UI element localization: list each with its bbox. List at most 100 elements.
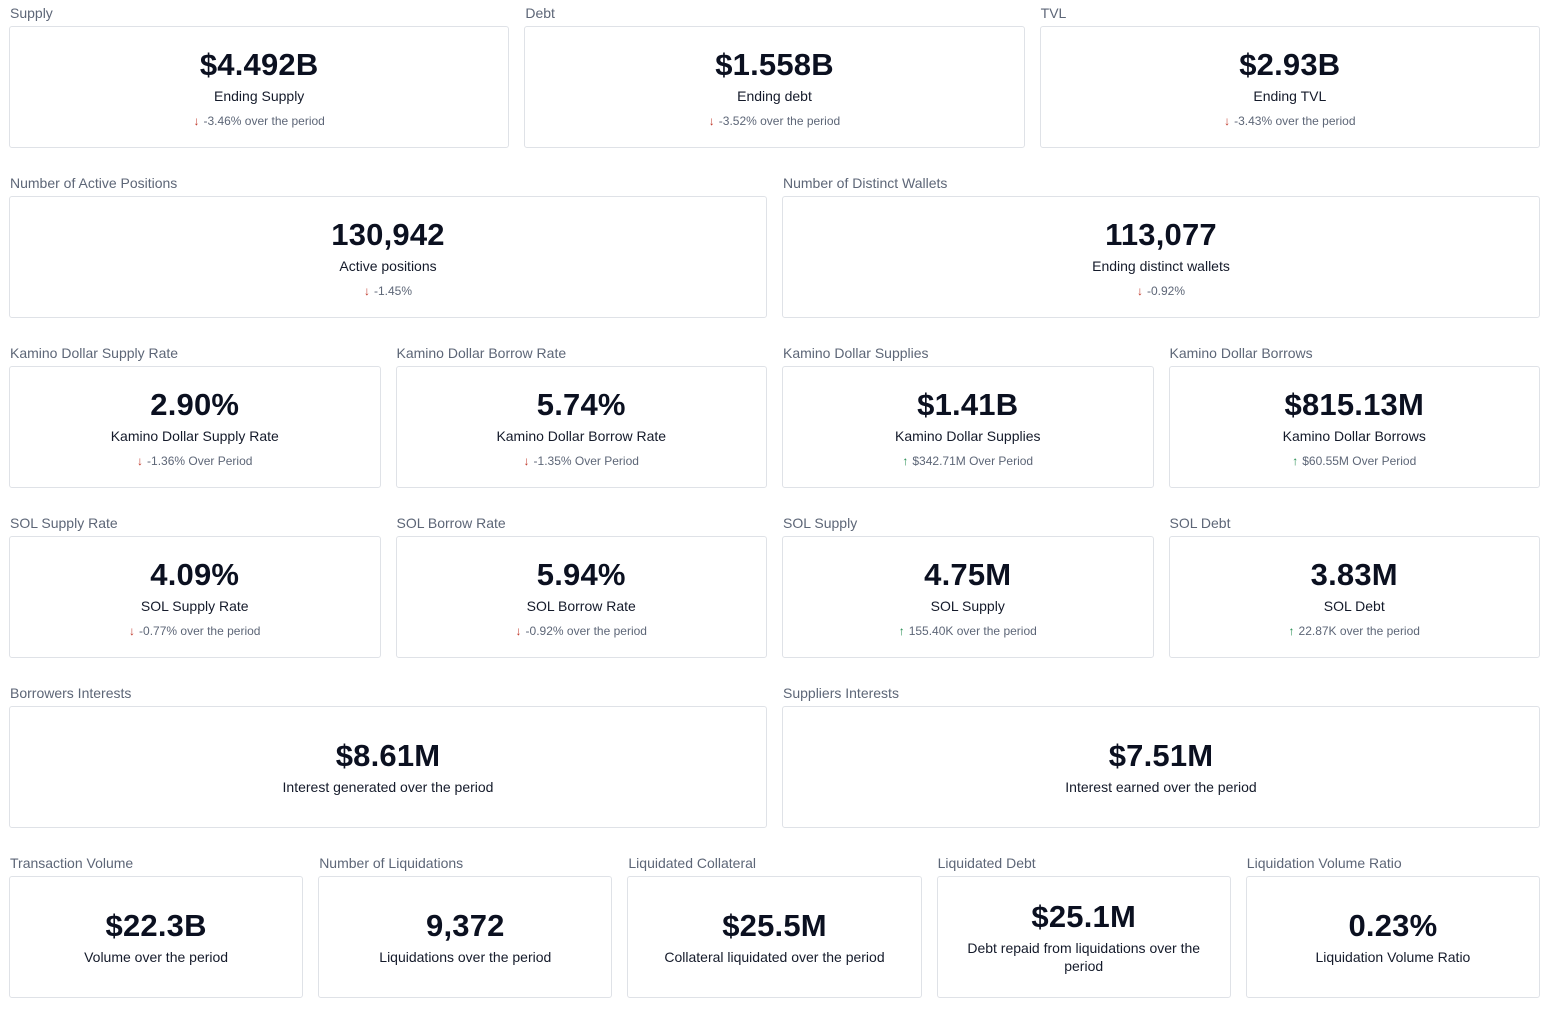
- delta-text: -0.92% over the period: [525, 623, 647, 638]
- widget-sol-borrow-rate: SOL Borrow Rate 5.94% SOL Borrow Rate ↓ -…: [395, 514, 767, 658]
- metric-label: Kamino Dollar Supplies: [894, 427, 1041, 444]
- widget-title: SOL Supply Rate: [10, 515, 118, 531]
- widget-title: Kamino Dollar Borrows: [1169, 345, 1313, 361]
- metric-delta: ↓ -0.92% over the period: [516, 624, 647, 638]
- arrow-down-icon: ↓: [1136, 283, 1143, 298]
- arrow-up-icon: ↑: [902, 453, 909, 468]
- arrow-down-icon: ↓: [1224, 113, 1231, 128]
- widget-title: Number of Active Positions: [10, 175, 178, 191]
- metric-card: $8.61M Interest generated over the perio…: [9, 706, 767, 828]
- metric-delta: ↓ -1.35% Over Period: [524, 454, 639, 468]
- metric-label: Ending distinct wallets: [1092, 257, 1230, 274]
- widget-borrowers-interests: Borrowers Interests $8.61M Interest gene…: [9, 684, 767, 828]
- widget-title: Suppliers Interests: [783, 685, 899, 701]
- metric-card: $1.558B Ending debt ↓ -3.52% over the per…: [524, 26, 1025, 148]
- delta-text: -0.77% over the period: [139, 623, 261, 638]
- widget-title: Liquidated Debt: [937, 855, 1036, 871]
- delta-text: 22.87K over the period: [1298, 623, 1420, 638]
- delta-text: $60.55M Over Period: [1302, 453, 1417, 468]
- metric-card: $2.93B Ending TVL ↓ -3.43% over the perio…: [1039, 26, 1540, 148]
- metric-card: 9,372 Liquidations over the period: [318, 876, 613, 998]
- metric-value: $815.13M: [1284, 386, 1424, 422]
- metric-value: $7.51M: [1108, 738, 1214, 773]
- metric-delta: ↓ -3.46% over the period: [193, 114, 324, 128]
- widget-title: SOL Borrow Rate: [396, 515, 506, 531]
- arrow-up-icon: ↑: [898, 623, 905, 638]
- row-positions-wallets: Number of Active Positions 130,942 Activ…: [9, 174, 1540, 318]
- widget-title: Number of Distinct Wallets: [783, 175, 948, 191]
- metric-card: 4.75M SOL Supply ↑ 155.40K over the perio…: [782, 536, 1154, 658]
- widget-title: TVL: [1040, 5, 1067, 21]
- metric-label: Liquidation Volume Ratio: [1315, 949, 1471, 965]
- widget-title: Liquidation Volume Ratio: [1246, 855, 1402, 871]
- metric-value: 0.23%: [1348, 908, 1438, 943]
- metric-card: $1.41B Kamino Dollar Supplies ↑ $342.71M …: [782, 366, 1154, 488]
- widget-supply: Supply $4.492B Ending Supply ↓ -3.46% ove…: [9, 4, 510, 148]
- metric-value: $4.492B: [199, 46, 319, 82]
- metric-card: 4.09% SOL Supply Rate ↓ -0.77% over the p…: [9, 536, 381, 658]
- metric-card: $815.13M Kamino Dollar Borrows ↑ $60.55M …: [1168, 366, 1540, 488]
- metric-card: $25.1M Debt repaid from liquidations ove…: [936, 876, 1231, 998]
- widget-title: Transaction Volume: [10, 855, 134, 871]
- widget-sol-supply-rate: SOL Supply Rate 4.09% SOL Supply Rate ↓ -…: [9, 514, 381, 658]
- metric-card: 5.94% SOL Borrow Rate ↓ -0.92% over the p…: [395, 536, 767, 658]
- metric-label: Debt repaid from liquidations over the p…: [967, 940, 1201, 974]
- arrow-down-icon: ↓: [523, 453, 530, 468]
- metric-value: $2.93B: [1239, 46, 1341, 82]
- widget-liquidated-collateral: Liquidated Collateral $25.5M Collateral …: [627, 854, 922, 998]
- widget-title: Borrowers Interests: [10, 685, 132, 701]
- delta-text: $342.71M Over Period: [912, 453, 1034, 468]
- delta-text: -1.45%: [373, 283, 413, 298]
- metric-value: $1.41B: [917, 386, 1019, 422]
- widget-kamino-dollar-supplies: Kamino Dollar Supplies $1.41B Kamino Dol…: [782, 344, 1154, 488]
- metric-label: SOL Borrow Rate: [526, 597, 636, 614]
- widget-transaction-volume: Transaction Volume $22.3B Volume over th…: [9, 854, 304, 998]
- metric-delta: ↑ $342.71M Over Period: [902, 454, 1033, 468]
- metric-card: $22.3B Volume over the period: [9, 876, 304, 998]
- metric-value: $25.1M: [1031, 899, 1136, 934]
- metric-card: $4.492B Ending Supply ↓ -3.46% over the p…: [9, 26, 510, 148]
- metric-card: $25.5M Collateral liquidated over the pe…: [627, 876, 922, 998]
- metric-label: Kamino Dollar Supply Rate: [110, 427, 279, 444]
- metric-label: SOL Supply Rate: [140, 597, 249, 614]
- widget-debt: Debt $1.558B Ending debt ↓ -3.52% over th…: [524, 4, 1025, 148]
- metric-delta: ↓ -3.43% over the period: [1224, 114, 1355, 128]
- metric-delta: ↓ -1.36% Over Period: [137, 454, 252, 468]
- metric-label: Active positions: [339, 257, 437, 274]
- metric-card: 2.90% Kamino Dollar Supply Rate ↓ -1.36% …: [9, 366, 381, 488]
- metric-value: 113,077: [1105, 216, 1217, 252]
- arrow-down-icon: ↓: [193, 113, 200, 128]
- delta-text: -3.43% over the period: [1234, 113, 1356, 128]
- delta-text: 155.40K over the period: [908, 623, 1037, 638]
- metric-delta: ↓ -0.92%: [1137, 284, 1185, 298]
- widget-kamino-dollar-borrows: Kamino Dollar Borrows $815.13M Kamino Do…: [1168, 344, 1540, 488]
- metric-label: Collateral liquidated over the period: [664, 949, 885, 965]
- widget-title: SOL Debt: [1169, 515, 1231, 531]
- metric-value: 9,372: [426, 908, 505, 943]
- metric-value: $22.3B: [105, 908, 207, 943]
- row-kamino-dollar: Kamino Dollar Supply Rate 2.90% Kamino D…: [9, 344, 1540, 488]
- delta-text: -0.92%: [1146, 283, 1186, 298]
- metric-value: $8.61M: [335, 738, 441, 773]
- metric-label: Liquidations over the period: [379, 949, 552, 965]
- delta-text: -3.52% over the period: [718, 113, 841, 128]
- metric-label: Volume over the period: [84, 949, 229, 965]
- row-sol: SOL Supply Rate 4.09% SOL Supply Rate ↓ -…: [9, 514, 1540, 658]
- arrow-down-icon: ↓: [129, 623, 136, 638]
- metric-card: 113,077 Ending distinct wallets ↓ -0.92%: [782, 196, 1540, 318]
- metric-card: 130,942 Active positions ↓ -1.45%: [9, 196, 767, 318]
- metric-label: Interest earned over the period: [1065, 779, 1257, 795]
- metric-value: 2.90%: [150, 386, 240, 422]
- arrow-down-icon: ↓: [515, 623, 522, 638]
- metric-delta: ↑ 22.87K over the period: [1289, 624, 1420, 638]
- metric-label: SOL Debt: [1323, 597, 1385, 614]
- widget-title: Liquidated Collateral: [628, 855, 757, 871]
- widget-liquidation-volume-ratio: Liquidation Volume Ratio 0.23% Liquidati…: [1245, 854, 1540, 998]
- metric-label: SOL Supply: [930, 597, 1005, 614]
- metric-value: 5.94%: [536, 556, 626, 592]
- arrow-up-icon: ↑: [1288, 623, 1295, 638]
- widget-number-of-liquidations: Number of Liquidations 9,372 Liquidation…: [318, 854, 613, 998]
- metric-value: 4.09%: [150, 556, 240, 592]
- widget-title: Number of Liquidations: [319, 855, 464, 871]
- widget-title: Kamino Dollar Borrow Rate: [396, 345, 567, 361]
